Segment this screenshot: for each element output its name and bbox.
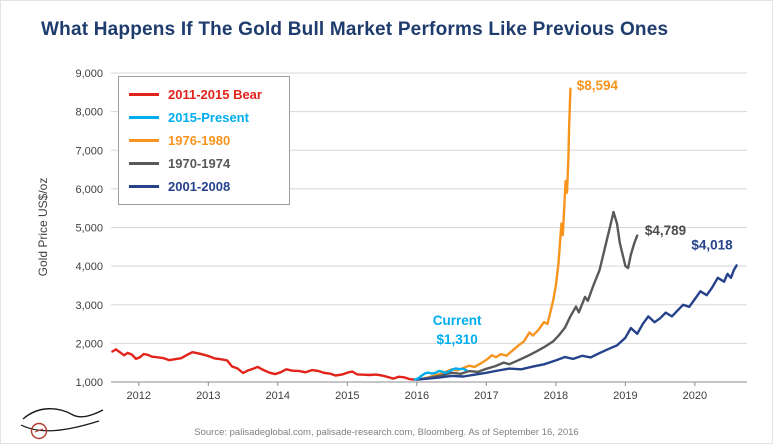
x-tick-label: 2013 (196, 390, 220, 402)
y-tick-label: 1,000 (75, 377, 103, 389)
annotation-label: Current (433, 313, 482, 328)
y-axis-title: Gold Price US$/oz (36, 178, 50, 277)
y-tick-label: 2,000 (75, 338, 103, 350)
legend-swatch (129, 139, 159, 142)
y-tick-label: 9,000 (75, 68, 103, 80)
legend-swatch (129, 185, 159, 188)
annotation-label: $8,594 (577, 78, 619, 93)
signature-seal-mark (34, 428, 44, 433)
x-tick-label: 2015 (335, 390, 359, 402)
y-tick-label: 6,000 (75, 184, 103, 196)
signature-stroke (22, 408, 104, 420)
legend-swatch (129, 116, 159, 119)
x-tick-label: 2016 (405, 390, 429, 402)
signature-seal-icon (30, 422, 48, 440)
legend-label: 2001-2008 (168, 179, 231, 194)
y-tick-label: 5,000 (75, 223, 103, 235)
signature-stroke (20, 420, 100, 432)
legend-label: 2011-2015 Bear (168, 87, 262, 102)
legend-item-1970-1974: 1970-1974 (129, 153, 279, 174)
legend: 2011-2015 Bear 2015-Present 1976-1980 1970-… (118, 76, 290, 205)
x-tick-label: 2020 (683, 390, 707, 402)
y-tick-label: 7,000 (75, 145, 103, 157)
x-tick-label: 2019 (613, 390, 637, 402)
legend-item-2011-2015-bear: 2011-2015 Bear (129, 84, 279, 105)
series-line-2001-2008 (415, 264, 738, 381)
annotation-label: $4,789 (645, 223, 686, 238)
legend-label: 1970-1974 (168, 156, 231, 171)
signature-logo (20, 408, 104, 440)
annotation-label: $4,018 (691, 238, 733, 253)
legend-item-2015-present: 2015-Present (129, 107, 279, 128)
annotation-label: $1,310 (437, 332, 478, 347)
legend-label: 2015-Present (168, 110, 249, 125)
series-line-2015-present (413, 367, 468, 381)
x-tick-label: 2014 (266, 390, 290, 402)
page-title: What Happens If The Gold Bull Market Per… (41, 19, 669, 40)
series-line-2011-2015-bear (111, 348, 416, 381)
legend-item-1976-1980: 1976-1980 (129, 130, 279, 151)
source-text: Source: palisadeglobal.com, palisade-res… (194, 427, 579, 438)
x-tick-label: 2018 (544, 390, 568, 402)
legend-item-2001-2008: 2001-2008 (129, 176, 279, 197)
series-line-1970-1974 (415, 210, 639, 381)
y-tick-label: 8,000 (75, 107, 103, 119)
legend-label: 1976-1980 (168, 133, 231, 148)
y-tick-label: 3,000 (75, 300, 103, 312)
y-tick-label: 4,000 (75, 261, 103, 273)
x-tick-label: 2017 (474, 390, 498, 402)
legend-swatch (129, 162, 159, 165)
x-tick-label: 2012 (127, 390, 151, 402)
legend-swatch (129, 93, 159, 96)
